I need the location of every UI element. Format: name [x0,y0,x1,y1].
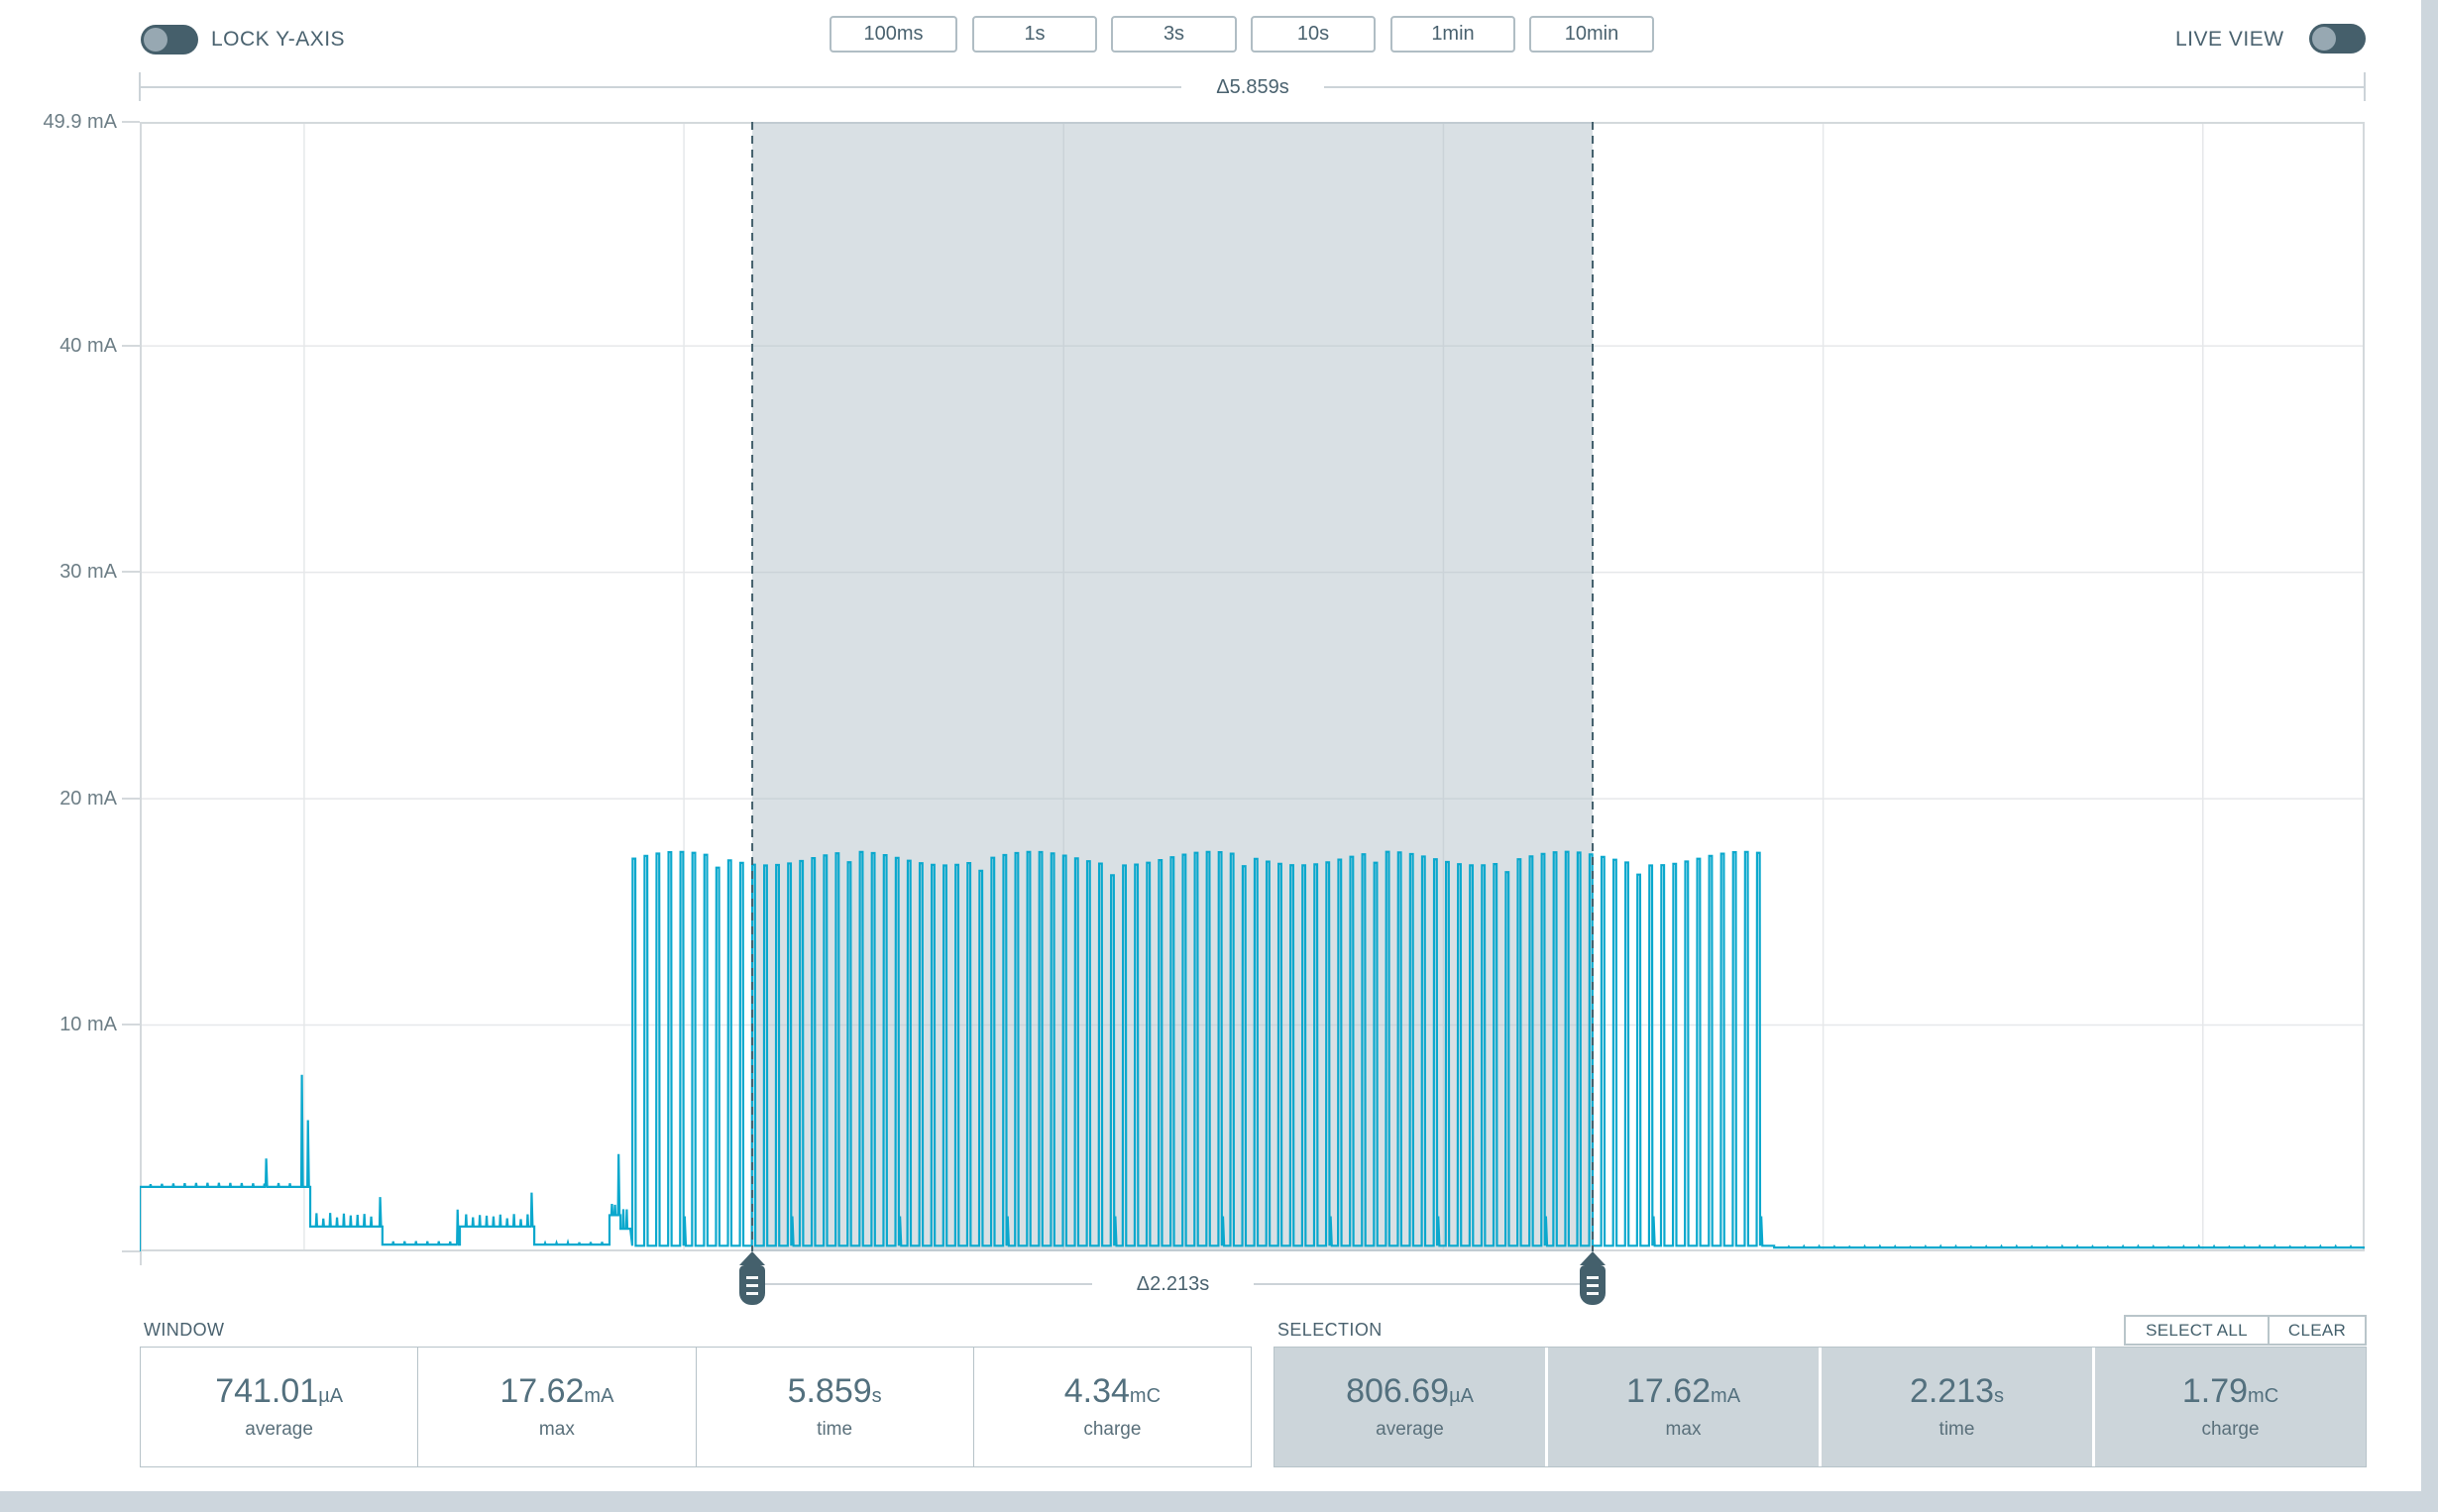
selection-time-value: 2.213 [1909,1372,1995,1410]
window-charge-value: 4.34 [1063,1372,1130,1410]
window-average-cell: 741.01µA average [141,1348,417,1466]
lock-y-axis-label: LOCK Y-AXIS [211,28,346,51]
zoom-button-10s[interactable]: 10s [1251,16,1376,53]
handle-grip-icon [739,1265,765,1305]
y-tick-mark [122,345,140,347]
selection-time-unit: s [1994,1385,2005,1407]
window-charge-cell: 4.34mC charge [972,1348,1251,1466]
toggle-knob-icon [2312,27,2336,51]
y-tick-mark [122,1024,140,1026]
y-axis-tick-10ma: 10 mA [59,1014,117,1035]
window-stats-panel: 741.01µA average 17.62mA max 5.859s time… [140,1347,1252,1467]
y-tick-mark [122,798,140,800]
selection-time-cell: 2.213s time [1822,1348,2092,1466]
selection-ruler-line-left [765,1283,1092,1285]
selection-charge-unit: mC [2248,1385,2279,1407]
handle-grip-icon [1580,1265,1606,1305]
selection-handle-right[interactable] [1580,1251,1606,1305]
window-charge-label: charge [1083,1419,1142,1440]
selection-handle-left[interactable] [739,1251,765,1305]
selection-ruler-line-right [1254,1283,1580,1285]
live-view-toggle[interactable] [2309,24,2366,54]
vertical-scrollbar[interactable] [2421,0,2438,1512]
selection-max-unit: mA [1711,1385,1741,1407]
window-average-value: 741.01 [215,1372,319,1410]
select-all-button[interactable]: SELECT ALL [2126,1317,2268,1344]
live-view-label: LIVE VIEW [2175,28,2284,51]
y-tick-mark [122,121,140,123]
selection-charge-cell: 1.79mC charge [2095,1348,2366,1466]
window-time-value: 5.859 [787,1372,872,1410]
zoom-button-1s[interactable]: 1s [972,16,1097,53]
handle-point-icon [1580,1251,1606,1265]
window-delta-label: Δ5.859s [1181,75,1324,99]
y-tick-mark [122,571,140,573]
y-axis-tick-20ma: 20 mA [59,788,117,810]
window-time-cell: 5.859s time [695,1348,973,1466]
y-axis-tick-40ma: 40 mA [59,335,117,357]
y-axis-tick-49-9ma: 49.9 mA [43,111,117,133]
selection-average-label: average [1376,1419,1444,1440]
selection-time-label: time [1939,1419,1975,1440]
selection-average-unit: µA [1449,1385,1474,1407]
window-ruler-tick-right [2364,72,2366,101]
window-max-unit: mA [584,1385,614,1407]
selection-stats-panel: 806.69µA average 17.62mA max 2.213s time… [1274,1347,2367,1467]
window-time-label: time [817,1419,853,1440]
selection-max-value: 17.62 [1625,1372,1712,1410]
y-tick-mark [122,1250,140,1252]
zoom-button-1min[interactable]: 1min [1390,16,1515,53]
y-axis-tick-30ma: 30 mA [59,561,117,583]
window-max-value: 17.62 [499,1372,585,1410]
window-charge-unit: mC [1129,1385,1162,1407]
zoom-button-100ms[interactable]: 100ms [830,16,957,53]
selection-delta-label: Δ2.213s [1092,1272,1254,1296]
window-max-label: max [538,1419,575,1440]
selection-action-buttons: SELECT ALL CLEAR [2124,1315,2367,1346]
selection-charge-value: 1.79 [2181,1372,2249,1410]
zoom-button-10min[interactable]: 10min [1529,16,1654,53]
window-average-unit: µA [318,1385,344,1407]
current-vs-time-chart[interactable] [140,122,2365,1265]
selection-max-label: max [1665,1419,1702,1440]
selection-charge-label: charge [2201,1419,2260,1440]
window-stats-header: WINDOW [144,1320,225,1340]
selection-average-value: 806.69 [1346,1372,1450,1410]
zoom-button-3s[interactable]: 3s [1111,16,1237,53]
clear-selection-button[interactable]: CLEAR [2268,1317,2365,1344]
selection-max-cell: 17.62mA max [1548,1348,1819,1466]
selection-stats-header: SELECTION [1277,1320,1383,1340]
window-average-label: average [245,1419,313,1440]
selection-region[interactable] [752,122,1594,1251]
toggle-knob-icon [144,28,167,52]
selection-average-cell: 806.69µA average [1274,1348,1545,1466]
window-max-cell: 17.62mA max [417,1348,695,1466]
current-trace [140,850,2365,1251]
lock-y-axis-toggle[interactable] [141,25,198,54]
plot-border [140,122,2365,1251]
handle-point-icon [739,1251,765,1265]
window-time-unit: s [871,1385,882,1407]
horizontal-scrollbar[interactable] [0,1491,2421,1512]
